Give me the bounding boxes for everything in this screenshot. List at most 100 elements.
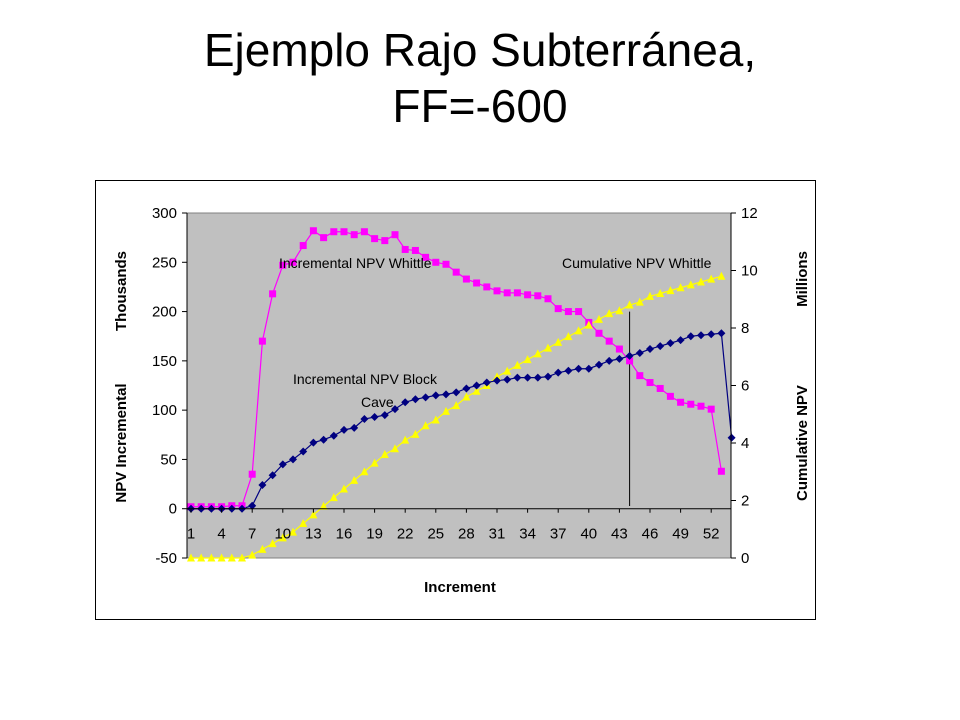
whittle-cumulative-point bbox=[421, 421, 430, 430]
whittle-cumulative-point bbox=[248, 550, 257, 559]
whittle-cumulative-point bbox=[299, 519, 308, 527]
block-cave-point bbox=[411, 395, 420, 404]
left-tick-label: 150 bbox=[152, 353, 177, 370]
whittle-incremental-point bbox=[391, 231, 399, 239]
whittle-cumulative-point bbox=[472, 386, 481, 395]
whittle-incremental-point bbox=[258, 337, 266, 345]
x-tick-label: 4 bbox=[217, 526, 225, 543]
whittle-incremental-point bbox=[677, 398, 685, 406]
whittle-cumulative-point bbox=[442, 406, 450, 415]
block-cave-point bbox=[513, 373, 522, 382]
slide-title: Ejemplo Rajo Subterránea, FF=-600 bbox=[0, 22, 960, 134]
block-cave-point bbox=[615, 354, 624, 363]
block-cave-point bbox=[595, 360, 603, 369]
block-cave-point bbox=[493, 376, 501, 385]
block-cave-point bbox=[329, 431, 338, 440]
annotation-incremental-npv-whittle: Incremental NPV Whittle bbox=[279, 255, 432, 271]
whittle-incremental-point bbox=[646, 379, 654, 387]
whittle-cumulative-point bbox=[523, 355, 532, 364]
block-cave-point bbox=[319, 435, 328, 444]
whittle-cumulative-point bbox=[707, 274, 716, 283]
block-cave-point bbox=[707, 330, 716, 339]
block-cave-point bbox=[544, 372, 552, 381]
whittle-incremental-point bbox=[513, 289, 521, 297]
block-cave-point bbox=[452, 388, 461, 397]
whittle-cumulative-point bbox=[217, 553, 226, 562]
whittle-incremental-point bbox=[524, 291, 532, 299]
left-tick-label: 50 bbox=[160, 451, 177, 468]
right-tick-label: 10 bbox=[741, 263, 758, 280]
whittle-incremental-point bbox=[687, 400, 695, 408]
whittle-incremental-point bbox=[462, 275, 470, 283]
block-cave-point bbox=[605, 356, 614, 365]
block-cave-point bbox=[360, 415, 369, 424]
title-line-1: Ejemplo Rajo Subterránea, bbox=[203, 24, 757, 76]
whittle-incremental-point bbox=[289, 258, 297, 266]
block-cave-point bbox=[482, 378, 491, 387]
block-cave-point bbox=[625, 351, 634, 360]
whittle-cumulative-point bbox=[697, 277, 705, 286]
block-cave-point bbox=[340, 425, 348, 434]
annotation-incremental-npv-block: Incremental NPV Block bbox=[293, 371, 438, 387]
left-tick-label: 250 bbox=[152, 254, 177, 271]
whittle-incremental-point bbox=[717, 467, 725, 475]
whittle-cumulative-point bbox=[258, 544, 267, 553]
block-cave-point bbox=[503, 375, 512, 384]
block-cave-point bbox=[727, 433, 736, 442]
whittle-incremental-point bbox=[483, 283, 491, 291]
whittle-incremental-point bbox=[697, 402, 705, 410]
annotation-cumulative-npv-whittle: Cumulative NPV Whittle bbox=[562, 255, 712, 271]
right-tick-label: 6 bbox=[741, 378, 749, 395]
whittle-incremental-point bbox=[299, 242, 307, 250]
whittle-cumulative-point bbox=[544, 343, 552, 352]
x-tick-label: 16 bbox=[336, 526, 353, 543]
left-tick-label: 300 bbox=[152, 205, 177, 222]
whittle-incremental-point bbox=[279, 261, 287, 269]
whittle-cumulative-point bbox=[187, 553, 195, 562]
whittle-cumulative-point bbox=[533, 349, 542, 358]
whittle-cumulative-point bbox=[289, 527, 297, 536]
whittle-cumulative-point bbox=[564, 332, 573, 341]
whittle-incremental-point bbox=[473, 279, 481, 287]
whittle-cumulative-point bbox=[574, 326, 583, 335]
whittle-incremental-point bbox=[401, 245, 409, 253]
x-tick-label: 40 bbox=[580, 526, 597, 543]
whittle-incremental-point bbox=[636, 372, 644, 380]
whittle-cumulative-point bbox=[513, 360, 522, 369]
block-cave-point bbox=[523, 373, 532, 382]
x-tick-label: 19 bbox=[366, 526, 383, 543]
whittle-incremental-point bbox=[564, 308, 572, 316]
whittle-incremental-point bbox=[381, 237, 389, 245]
whittle-incremental-point bbox=[320, 234, 328, 242]
block-cave-point bbox=[697, 331, 705, 340]
block-cave-point bbox=[401, 398, 410, 407]
block-cave-point bbox=[442, 390, 450, 399]
whittle-incremental-point bbox=[309, 227, 317, 235]
whittle-incremental-point bbox=[432, 258, 440, 266]
whittle-cumulative-point bbox=[584, 320, 593, 329]
whittle-incremental-point bbox=[452, 268, 460, 276]
block-cave-point bbox=[635, 348, 644, 357]
whittle-incremental-point bbox=[544, 295, 552, 303]
whittle-incremental-point bbox=[605, 337, 613, 345]
whittle-incremental-point bbox=[371, 235, 379, 243]
left-tick-label: 0 bbox=[169, 501, 177, 518]
block-cave-point bbox=[554, 368, 563, 377]
whittle-incremental-point bbox=[442, 260, 450, 268]
whittle-cumulative-point bbox=[401, 435, 410, 444]
left-axis-units: Thousands bbox=[113, 251, 130, 331]
block-cave-point bbox=[646, 345, 654, 354]
whittle-cumulative-point bbox=[493, 372, 501, 381]
whittle-cumulative-point bbox=[309, 510, 318, 519]
block-cave-point bbox=[258, 481, 267, 490]
whittle-cumulative-point bbox=[656, 289, 665, 297]
whittle-cumulative-point bbox=[462, 392, 471, 401]
left-tick-label: 200 bbox=[152, 304, 177, 321]
x-tick-label: 46 bbox=[642, 526, 659, 543]
block-cave-point bbox=[462, 384, 471, 393]
x-tick-label: 1 bbox=[187, 526, 195, 543]
right-axis-title: Cumulative NPV bbox=[794, 385, 811, 501]
whittle-cumulative-point bbox=[686, 280, 695, 289]
whittle-incremental-point bbox=[503, 289, 511, 297]
